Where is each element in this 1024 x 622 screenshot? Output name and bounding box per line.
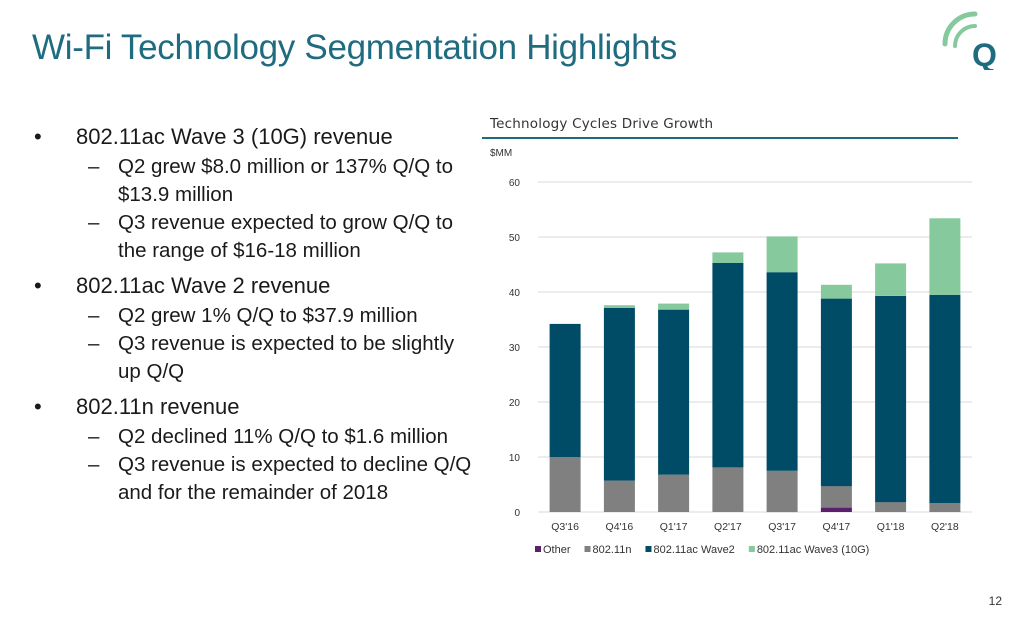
bar-Q3'16-series-2 <box>549 323 581 457</box>
y-axis-unit-label: $MM <box>490 148 512 159</box>
y-tick-label-20: 20 <box>509 398 521 409</box>
bar-Q3'16-series-1 <box>549 457 581 512</box>
chart-title-rule <box>482 137 958 139</box>
bullet-list: • 802.11ac Wave 3 (10G) revenue – Q2 grew … <box>30 116 480 507</box>
x-tick-label-2: Q1'17 <box>660 521 688 533</box>
bar-Q1'17-series-3 <box>658 303 690 310</box>
dash-icon: – <box>88 211 100 234</box>
svg-text:Q: Q <box>972 37 997 70</box>
bullet-1-text: 802.11ac Wave 3 (10G) revenue <box>76 124 393 149</box>
legend-swatch-1 <box>584 546 591 552</box>
y-tick-label-60: 60 <box>509 178 521 189</box>
dash-icon: – <box>88 332 100 355</box>
dash-icon: – <box>88 453 100 476</box>
x-tick-label-1: Q4'16 <box>606 521 634 533</box>
bullet-2-sub-2: – Q3 revenue is expected to be slightly u… <box>30 330 480 386</box>
bullet-3-sub-2: – Q3 revenue is expected to decline Q/Q a… <box>30 451 480 507</box>
bar-Q3'17-series-3 <box>766 236 798 273</box>
dash-icon: – <box>88 425 100 448</box>
bullet-2-sub-1-text: Q2 grew 1% Q/Q to $37.9 million <box>118 304 418 327</box>
bullet-1-sub-2-text: Q3 revenue expected to grow Q/Q to the r… <box>118 211 454 262</box>
bar-Q4'17-series-0 <box>820 507 852 512</box>
bar-Q4'17-series-2 <box>820 298 852 487</box>
legend-label-0: Other <box>543 544 571 556</box>
y-tick-label-0: 0 <box>514 508 520 519</box>
bar-Q4'16-series-2 <box>603 307 635 481</box>
bullet-1-sub-1: – Q2 grew $8.0 million or 137% Q/Q to $13… <box>30 153 480 209</box>
x-tick-label-5: Q4'17 <box>823 521 851 533</box>
bar-Q4'17-series-1 <box>820 486 852 508</box>
bar-Q2'17-series-2 <box>712 262 744 468</box>
dash-icon: – <box>88 155 100 178</box>
bar-Q4'17-series-3 <box>820 284 852 299</box>
bullet-1-sub-2: – Q3 revenue expected to grow Q/Q to the … <box>30 209 480 265</box>
bullet-icon: • <box>34 394 42 419</box>
bullet-3: • 802.11n revenue <box>30 392 480 422</box>
y-tick-label-30: 30 <box>509 343 521 354</box>
legend-swatch-0 <box>535 546 541 552</box>
bullet-3-sub-2-text: Q3 revenue is expected to decline Q/Q an… <box>118 453 472 504</box>
x-tick-label-0: Q3'16 <box>551 521 579 533</box>
stacked-bar-chart: $MM 0 10 20 30 40 50 60 Q3'16 Q4'16 Q1'17 Q2'17 Q3'1… <box>490 148 972 556</box>
bullet-3-sub-1: – Q2 declined 11% Q/Q to $1.6 million <box>30 423 480 451</box>
bar-Q2'18-series-1 <box>929 503 961 512</box>
legend-swatch-3 <box>748 546 755 552</box>
bar-Q1'18-series-2 <box>875 295 907 503</box>
bar-Q2'18-series-3 <box>929 218 961 295</box>
bullet-1-sub-1-text: Q2 grew $8.0 million or 137% Q/Q to $13.… <box>118 155 453 206</box>
bullet-2-sub-2-text: Q3 revenue is expected to be slightly up… <box>118 332 455 383</box>
x-tick-label-7: Q2'18 <box>931 521 959 533</box>
bar-Q3'17-series-2 <box>766 272 798 471</box>
bar-Q2'18-series-2 <box>929 294 961 504</box>
bar-Q2'17-series-1 <box>712 467 744 512</box>
bar-Q2'17-series-3 <box>712 252 744 263</box>
x-tick-label-6: Q1'18 <box>877 521 905 533</box>
bullet-icon: • <box>34 273 42 298</box>
legend-label-2: 802.11ac Wave2 <box>653 544 734 556</box>
legend-swatch-2 <box>645 546 652 552</box>
x-tick-label-3: Q2'17 <box>714 521 742 533</box>
y-tick-label-50: 50 <box>509 233 521 244</box>
bullet-3-sub-1-text: Q2 declined 11% Q/Q to $1.6 million <box>118 425 449 448</box>
bar-Q4'16-series-1 <box>603 480 635 512</box>
bullet-1: • 802.11ac Wave 3 (10G) revenue <box>30 122 480 152</box>
bullet-icon: • <box>34 124 42 149</box>
bar-Q3'17-series-1 <box>766 470 798 513</box>
page-number: 12 <box>988 594 1002 608</box>
bullet-2: • 802.11ac Wave 2 revenue <box>30 271 480 301</box>
y-tick-label-40: 40 <box>509 288 521 299</box>
bar-Q1'18-series-1 <box>875 502 907 512</box>
company-logo-icon: Q <box>942 11 997 70</box>
y-tick-label-10: 10 <box>509 453 521 464</box>
bullet-2-sub-1: – Q2 grew 1% Q/Q to $37.9 million <box>30 302 480 330</box>
bar-Q1'17-series-2 <box>658 309 690 475</box>
dash-icon: – <box>88 304 100 327</box>
x-tick-label-4: Q3'17 <box>768 521 796 533</box>
slide-title: Wi-Fi Technology Segmentation Highlights <box>32 28 677 67</box>
bullet-3-text: 802.11n revenue <box>76 394 240 419</box>
legend-label-3: 802.11ac Wave3 (10G) <box>757 544 870 556</box>
bar-Q1'17-series-1 <box>658 474 690 512</box>
chart-title: Technology Cycles Drive Growth <box>490 116 714 132</box>
bar-Q4'16-series-3 <box>603 305 635 308</box>
legend-label-1: 802.11n <box>593 544 632 556</box>
bar-Q1'18-series-3 <box>875 263 907 296</box>
bullet-2-text: 802.11ac Wave 2 revenue <box>76 273 331 298</box>
